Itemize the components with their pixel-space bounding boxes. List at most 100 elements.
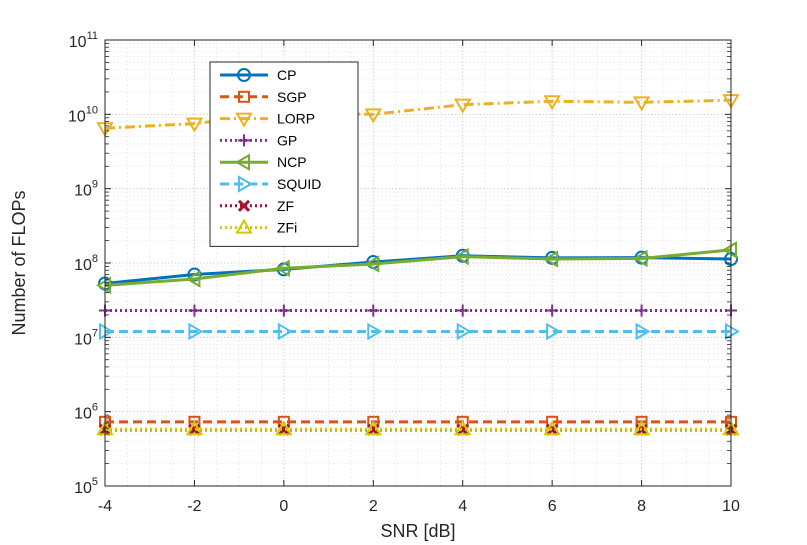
- series-line-lorp: [104, 98, 732, 130]
- x-axis-label: SNR [dB]: [380, 521, 455, 541]
- legend-label-zf: ZF: [277, 198, 294, 214]
- y-tick-exponent: 11: [87, 30, 98, 42]
- point-squid: [456, 322, 472, 341]
- y-tick-label: 107: [74, 327, 98, 348]
- point-sgp: [635, 415, 648, 428]
- series-lorp: [96, 94, 740, 138]
- point-sgp: [277, 415, 290, 428]
- legend: CP SGP LORP GP NCP SQUID ZF ZFi: [209, 61, 359, 247]
- point-squid: [367, 322, 383, 341]
- point-gp: [635, 304, 648, 317]
- y-tick-label: 106: [74, 402, 98, 423]
- x-tick-label: 2: [369, 498, 378, 515]
- point-gp: [367, 304, 380, 317]
- series-layer: [96, 94, 740, 436]
- legend-marker-zfi: [235, 218, 253, 234]
- legend-marker-cp: [237, 68, 251, 82]
- legend-label-lorp: LORP: [277, 111, 315, 127]
- point-lorp: [543, 95, 561, 111]
- point-ncp: [543, 250, 559, 268]
- minor-grid: [105, 40, 731, 486]
- point-ncp: [453, 247, 469, 266]
- y-tick-base: 10: [74, 406, 92, 423]
- series-squid: [99, 322, 740, 341]
- y-tick-base: 10: [68, 108, 86, 125]
- point-ncp: [185, 270, 201, 288]
- point-squid: [546, 322, 562, 341]
- legend-label-cp: CP: [277, 67, 296, 83]
- y-tick-label: 1011: [69, 30, 98, 51]
- point-lorp: [185, 117, 204, 133]
- point-zfi: [543, 420, 561, 436]
- legend-marker-sgp: [238, 90, 250, 103]
- legend-label-squid: SQUID: [277, 176, 321, 192]
- series-line-ncp: [104, 248, 732, 287]
- y-tick-label: 1010: [68, 104, 98, 125]
- point-gp: [546, 304, 559, 317]
- legend-marker-squid: [238, 175, 253, 193]
- point-lorp: [632, 96, 651, 112]
- y-tick-exponent: 5: [92, 476, 98, 488]
- y-tick-label: 105: [74, 476, 98, 497]
- y-tick-base: 10: [74, 331, 92, 348]
- point-ncp: [364, 255, 380, 273]
- point-squid: [277, 322, 293, 341]
- point-zfi: [364, 420, 383, 436]
- point-squid: [635, 322, 651, 341]
- point-gp: [277, 304, 290, 317]
- legend-marker-lorp: [235, 112, 253, 128]
- point-zfi: [632, 420, 651, 436]
- y-tick-base: 10: [69, 34, 87, 51]
- point-zfi: [453, 420, 472, 436]
- point-squid: [725, 322, 740, 341]
- point-ncp: [722, 241, 737, 259]
- y-tick-base: 10: [74, 257, 92, 274]
- point-zfi: [275, 420, 293, 436]
- point-sgp: [188, 415, 201, 428]
- y-tick-label: 108: [74, 253, 98, 274]
- series-ncp: [96, 241, 737, 295]
- point-squid: [99, 322, 114, 341]
- legend-box: [209, 61, 359, 247]
- legend-label-sgp: SGP: [277, 89, 307, 105]
- y-tick-exponent: 10: [86, 104, 98, 116]
- point-sgp: [367, 415, 380, 428]
- point-ncp: [274, 259, 290, 277]
- legend-label-gp: GP: [277, 132, 297, 148]
- y-tick-label: 109: [74, 179, 98, 200]
- point-squid: [188, 322, 204, 341]
- x-tick-label: 6: [548, 498, 557, 515]
- point-ncp: [96, 276, 111, 295]
- y-tick-base: 10: [74, 183, 92, 200]
- point-sgp: [546, 415, 559, 428]
- x-tick-label: 8: [637, 498, 646, 515]
- x-tick-label: 4: [458, 498, 467, 515]
- y-tick-exponent: 8: [92, 253, 98, 265]
- x-tick-label: 0: [279, 498, 288, 515]
- legend-marker-ncp: [235, 153, 250, 171]
- point-lorp: [364, 108, 383, 124]
- tick-marks: [104, 39, 732, 487]
- x-tick-label: -2: [187, 498, 201, 515]
- point-sgp: [456, 415, 469, 428]
- legend-label-zfi: ZFi: [277, 220, 297, 236]
- point-zfi: [185, 420, 204, 436]
- point-gp: [188, 304, 201, 317]
- y-tick-base: 10: [74, 480, 92, 497]
- x-tick-labels: -4 -2 0 2 4 6 8 10: [98, 498, 740, 515]
- y-axis-label: Number of FLOPs: [9, 190, 29, 335]
- legend-marker-gp: [238, 134, 250, 147]
- legend-marker-zf: [237, 199, 251, 212]
- point-gp: [456, 304, 469, 317]
- series-zfi: [96, 420, 740, 436]
- x-tick-label: -4: [98, 498, 112, 515]
- point-lorp: [453, 98, 472, 114]
- y-tick-exponent: 6: [92, 402, 98, 414]
- y-tick-exponent: 9: [92, 179, 98, 191]
- legend-label-ncp: NCP: [277, 154, 307, 170]
- x-tick-label: 10: [722, 498, 740, 515]
- y-tick-exponent: 7: [92, 327, 98, 339]
- point-ncp: [632, 249, 648, 268]
